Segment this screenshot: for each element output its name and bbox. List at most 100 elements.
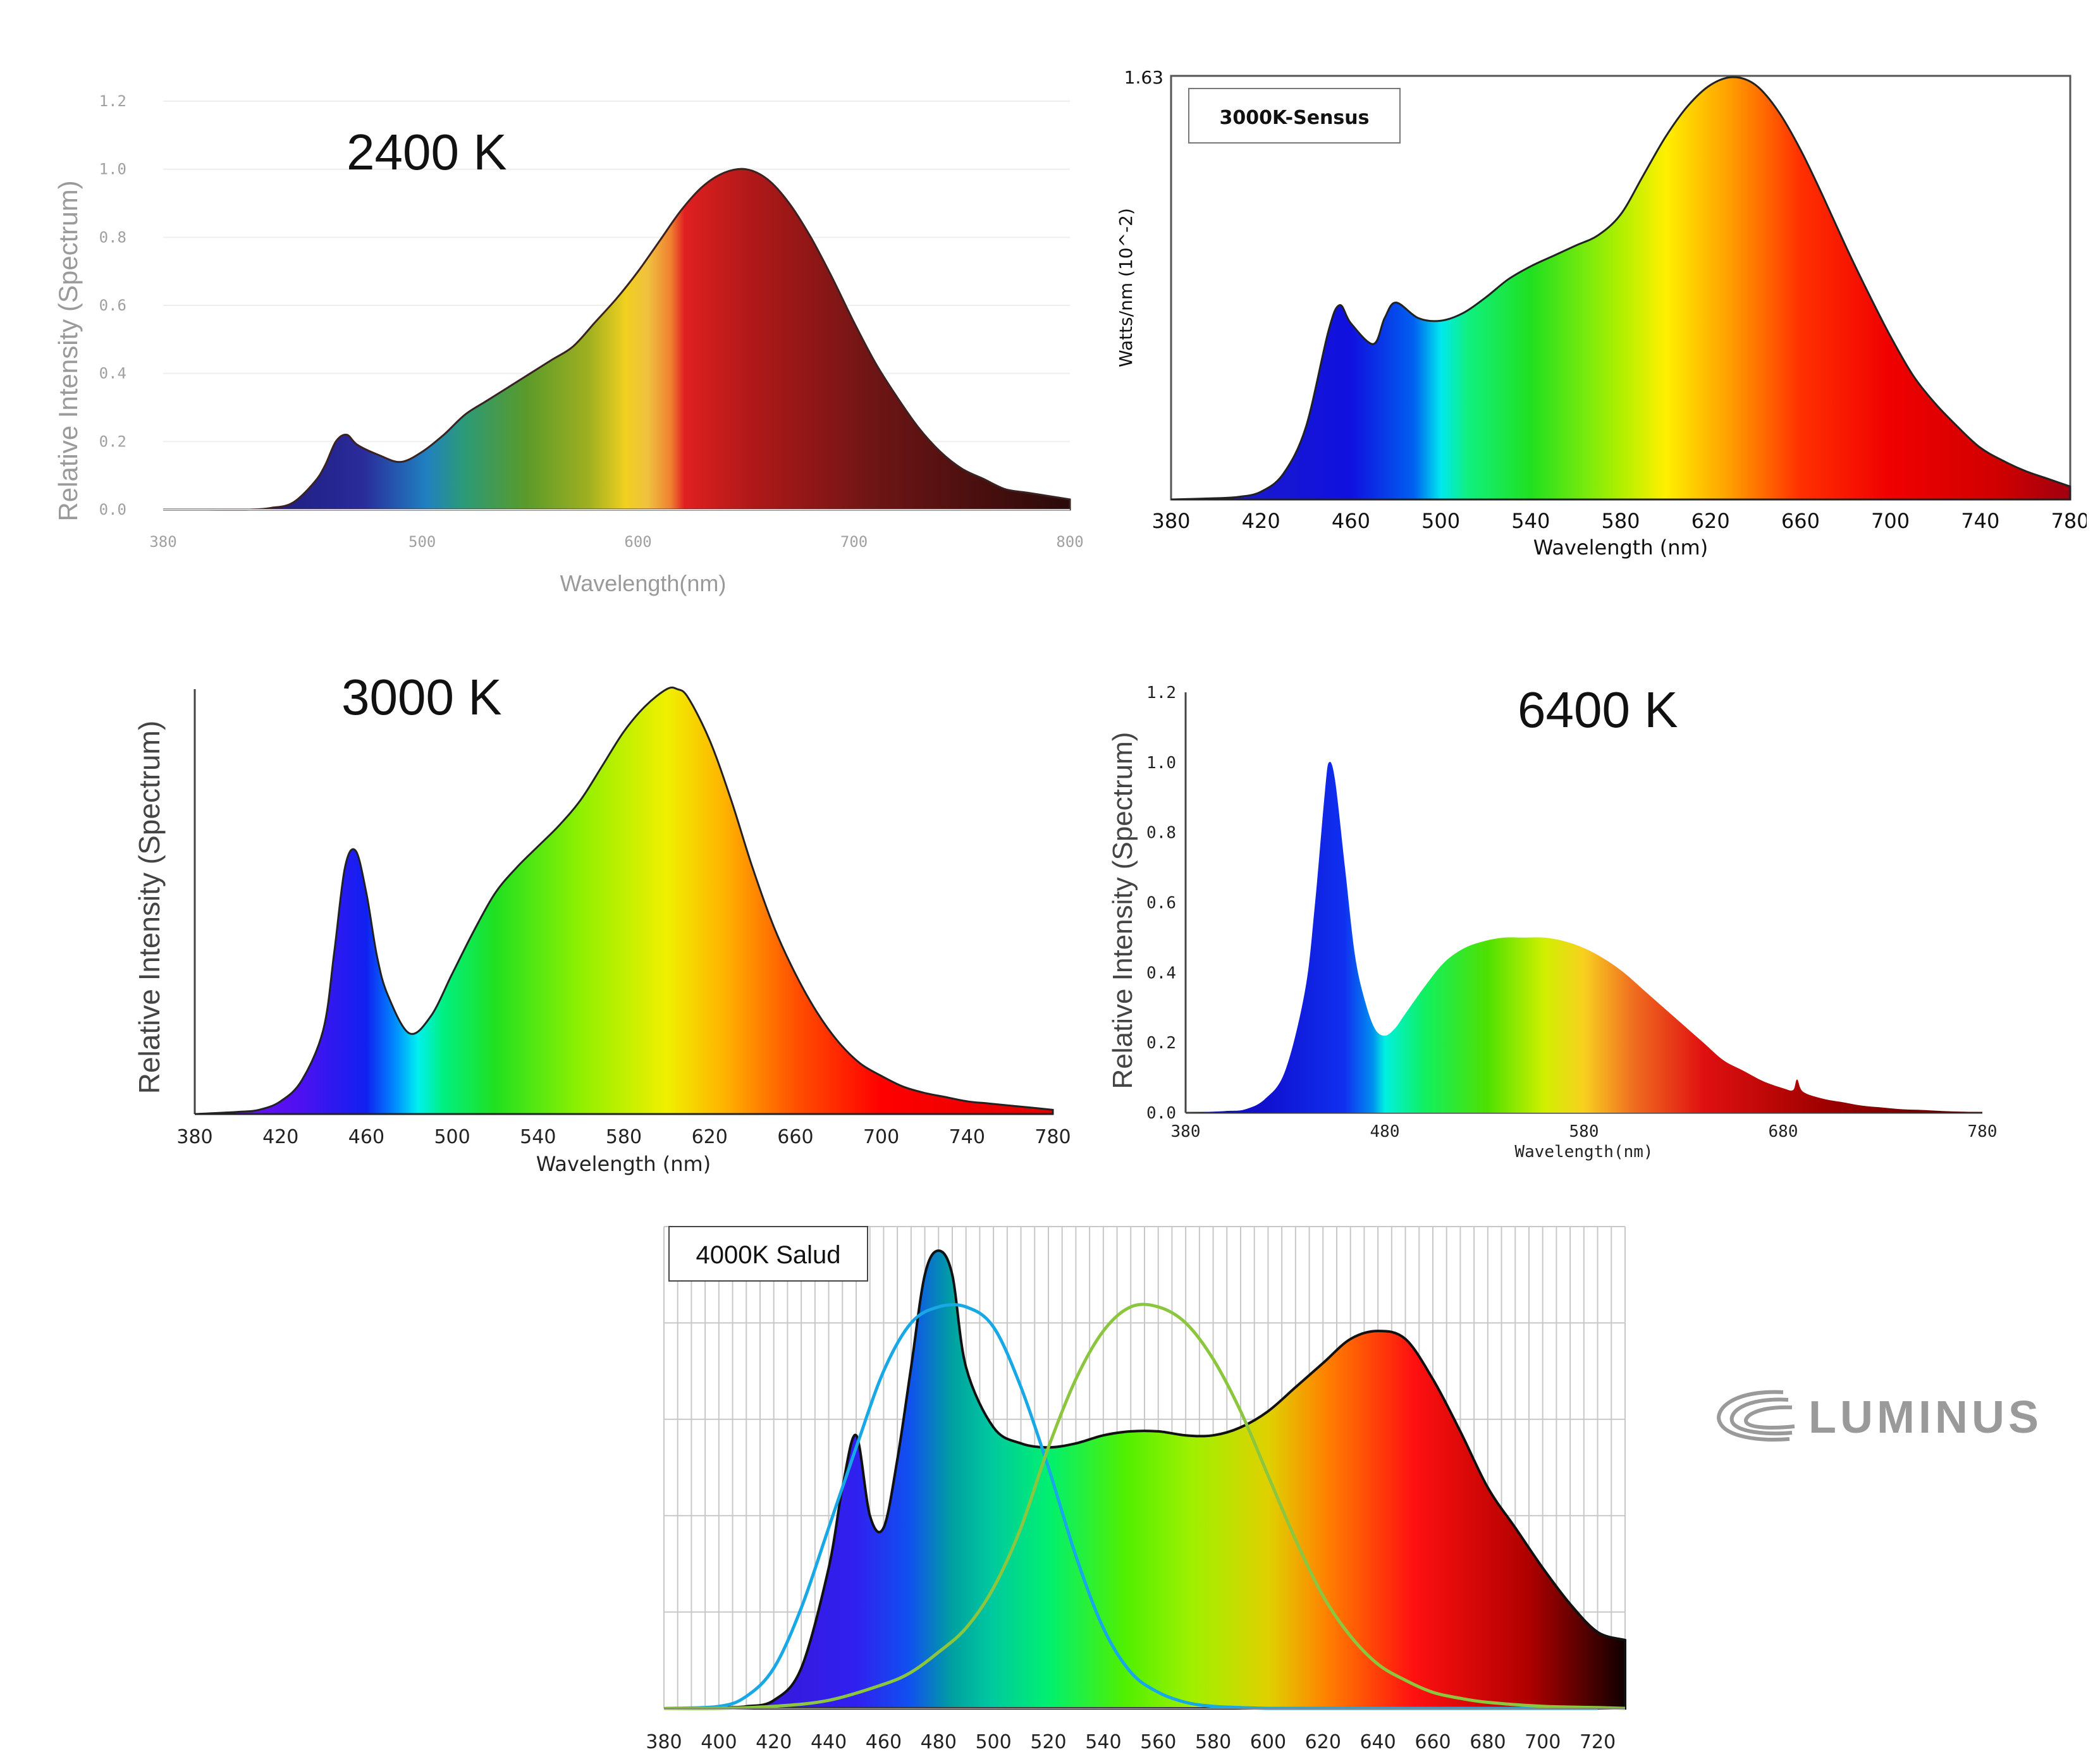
y-axis-label: Relative Intensity (Spectrum)	[1107, 732, 1138, 1089]
x-tick-label: 580	[606, 1126, 642, 1148]
y-tick-label: 0.0	[99, 501, 126, 518]
x-tick-label: 620	[1305, 1731, 1341, 1753]
x-tick-label: 640	[1360, 1731, 1396, 1753]
x-tick-label: 500	[434, 1126, 470, 1148]
chart-2400k: 380 500 600 700 800 0.0 0.2 0.4 0.6 0.8 1.0 1.2 24…	[53, 92, 1084, 596]
x-tick-labels: 380 420 460 500 540 580 620 660 700 740 780	[1151, 509, 2087, 533]
y-tick-label: 0.4	[1146, 964, 1176, 983]
x-tick-label: 600	[1250, 1731, 1286, 1753]
x-tick-label: 560	[1140, 1731, 1176, 1753]
y-tick-labels: 0.0 0.2 0.4 0.6 0.8 1.0 1.2	[1146, 683, 1176, 1123]
x-tick-label: 720	[1580, 1731, 1616, 1753]
x-tick-label: 580	[1601, 509, 1640, 533]
y-tick-label: 0.8	[1146, 824, 1176, 843]
x-tick-label: 700	[863, 1126, 899, 1148]
legend-box	[668, 1226, 868, 1282]
x-tick-label: 380	[176, 1126, 212, 1148]
x-tick-label: 700	[840, 533, 868, 551]
x-tick-label: 660	[777, 1126, 813, 1148]
y-axis-label: Watts/nm (10^-2)	[1115, 208, 1136, 367]
x-tick-label: 500	[408, 533, 436, 551]
chart-title: 3000 K	[341, 669, 502, 725]
chart-3000k-sensus: 380 420 460 500 540 580 620 660 700 740 780 1.63 3…	[1115, 67, 2087, 560]
legend-label: 4000K Salud	[696, 1241, 840, 1269]
x-axis-label: Wavelength(nm)	[1514, 1142, 1653, 1161]
x-tick-label: 520	[1030, 1731, 1066, 1753]
y-tick-label: 0.8	[99, 228, 126, 246]
y-tick-label: 1.2	[1146, 683, 1176, 702]
series-line-green	[663, 1302, 1626, 1710]
x-tick-labels: 380 500 600 700 800	[149, 533, 1083, 551]
y-tick-label: 0.6	[1146, 894, 1176, 913]
x-tick-label: 680	[1769, 1122, 1798, 1141]
x-tick-label: 480	[921, 1731, 957, 1753]
x-tick-label: 660	[1415, 1731, 1451, 1753]
y-max-tick: 1.63	[1124, 67, 1163, 88]
x-tick-label: 460	[1332, 509, 1370, 533]
y-axis-label: Relative Intensity (Spectrum)	[53, 180, 83, 521]
x-tick-label: 380	[646, 1731, 682, 1753]
spectrum-area	[194, 686, 1054, 1115]
y-tick-label: 0.2	[1146, 1034, 1176, 1053]
y-axis-label: Relative Intensity (Spectrum)	[133, 721, 166, 1094]
spectrum-area	[163, 168, 1071, 511]
chart-title: 2400 K	[347, 124, 507, 180]
chart-6400k: 380 480 580 680 780 0.0 0.2 0.4 0.6 0.8 1.0 1.2 64…	[1107, 682, 1998, 1161]
legend-label: 3000K-Sensus	[1220, 107, 1370, 129]
spectrum-area	[1170, 76, 2072, 501]
x-tick-label: 540	[1511, 509, 1550, 533]
x-tick-label: 620	[692, 1126, 728, 1148]
x-tick-label: 420	[1242, 509, 1280, 533]
x-tick-label: 580	[1569, 1122, 1599, 1141]
x-tick-label: 780	[1968, 1122, 1998, 1141]
luminus-logo: LUMINUS	[1717, 1390, 2042, 1443]
chart-3000k: 380 420 460 500 540 580 620 660 700 740 780 3000 K…	[133, 669, 1071, 1176]
chart-title: 6400 K	[1518, 682, 1678, 738]
x-tick-label: 440	[811, 1731, 847, 1753]
x-tick-label: 600	[624, 533, 651, 551]
x-tick-label: 540	[1085, 1731, 1121, 1753]
x-tick-label: 660	[1781, 509, 1820, 533]
y-tick-label: 1.2	[99, 92, 126, 110]
y-tick-label: 0.6	[99, 297, 126, 314]
x-tick-label: 460	[866, 1731, 902, 1753]
swoosh-icon	[1717, 1390, 1795, 1442]
x-tick-label: 380	[1171, 1122, 1201, 1141]
x-axis-label: Wavelength (nm)	[536, 1152, 711, 1176]
y-tick-labels: 0.0 0.2 0.4 0.6 0.8 1.0 1.2	[99, 92, 126, 518]
x-tick-labels: 380 400 420 440 460 480 500 520 540 560 580 600 620 6…	[646, 1731, 1616, 1753]
x-tick-label: 420	[262, 1126, 298, 1148]
x-tick-label: 700	[1871, 509, 1910, 533]
logo-text: LUMINUS	[1808, 1392, 2042, 1443]
x-tick-label: 780	[1034, 1126, 1071, 1148]
x-tick-label: 380	[1151, 509, 1190, 533]
x-tick-label: 500	[975, 1731, 1011, 1753]
legend-box	[1188, 88, 1401, 144]
x-tick-label: 480	[1370, 1122, 1400, 1141]
chart-4000k-salud: 380 400 420 440 460 480 500 520 540 560 580 600 620 6…	[646, 1226, 1626, 1753]
x-axis-label: Wavelength (nm)	[1533, 536, 1708, 560]
x-tick-label: 740	[1961, 509, 1999, 533]
x-tick-label: 800	[1056, 533, 1083, 551]
x-tick-label: 460	[348, 1126, 384, 1148]
y-tick-label: 0.2	[99, 432, 126, 450]
x-tick-labels: 380 480 580 680 780	[1171, 1122, 1998, 1141]
x-tick-label: 540	[520, 1126, 556, 1148]
spectrum-area	[1186, 761, 1982, 1113]
y-tick-label: 0.4	[99, 365, 126, 383]
x-tick-label: 740	[949, 1126, 985, 1148]
x-tick-label: 380	[149, 533, 176, 551]
x-tick-label: 700	[1525, 1731, 1561, 1753]
y-tick-label: 1.0	[99, 161, 126, 178]
x-tick-label: 680	[1470, 1731, 1506, 1753]
x-axis-label: Wavelength(nm)	[560, 570, 727, 596]
x-tick-label: 620	[1691, 509, 1730, 533]
spectrum-area	[663, 1249, 1626, 1710]
y-tick-label: 0.0	[1146, 1104, 1176, 1123]
y-tick-label: 1.0	[1146, 754, 1176, 773]
x-tick-label: 780	[2051, 509, 2087, 533]
x-tick-labels: 380 420 460 500 540 580 620 660 700 740 780	[176, 1126, 1071, 1148]
x-tick-label: 580	[1195, 1731, 1231, 1753]
x-tick-label: 400	[701, 1731, 737, 1753]
x-tick-label: 420	[756, 1731, 792, 1753]
